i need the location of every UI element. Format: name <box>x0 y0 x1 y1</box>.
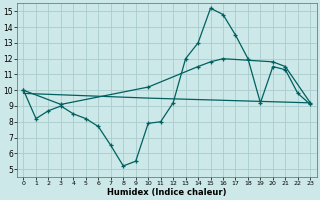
X-axis label: Humidex (Indice chaleur): Humidex (Indice chaleur) <box>107 188 227 197</box>
